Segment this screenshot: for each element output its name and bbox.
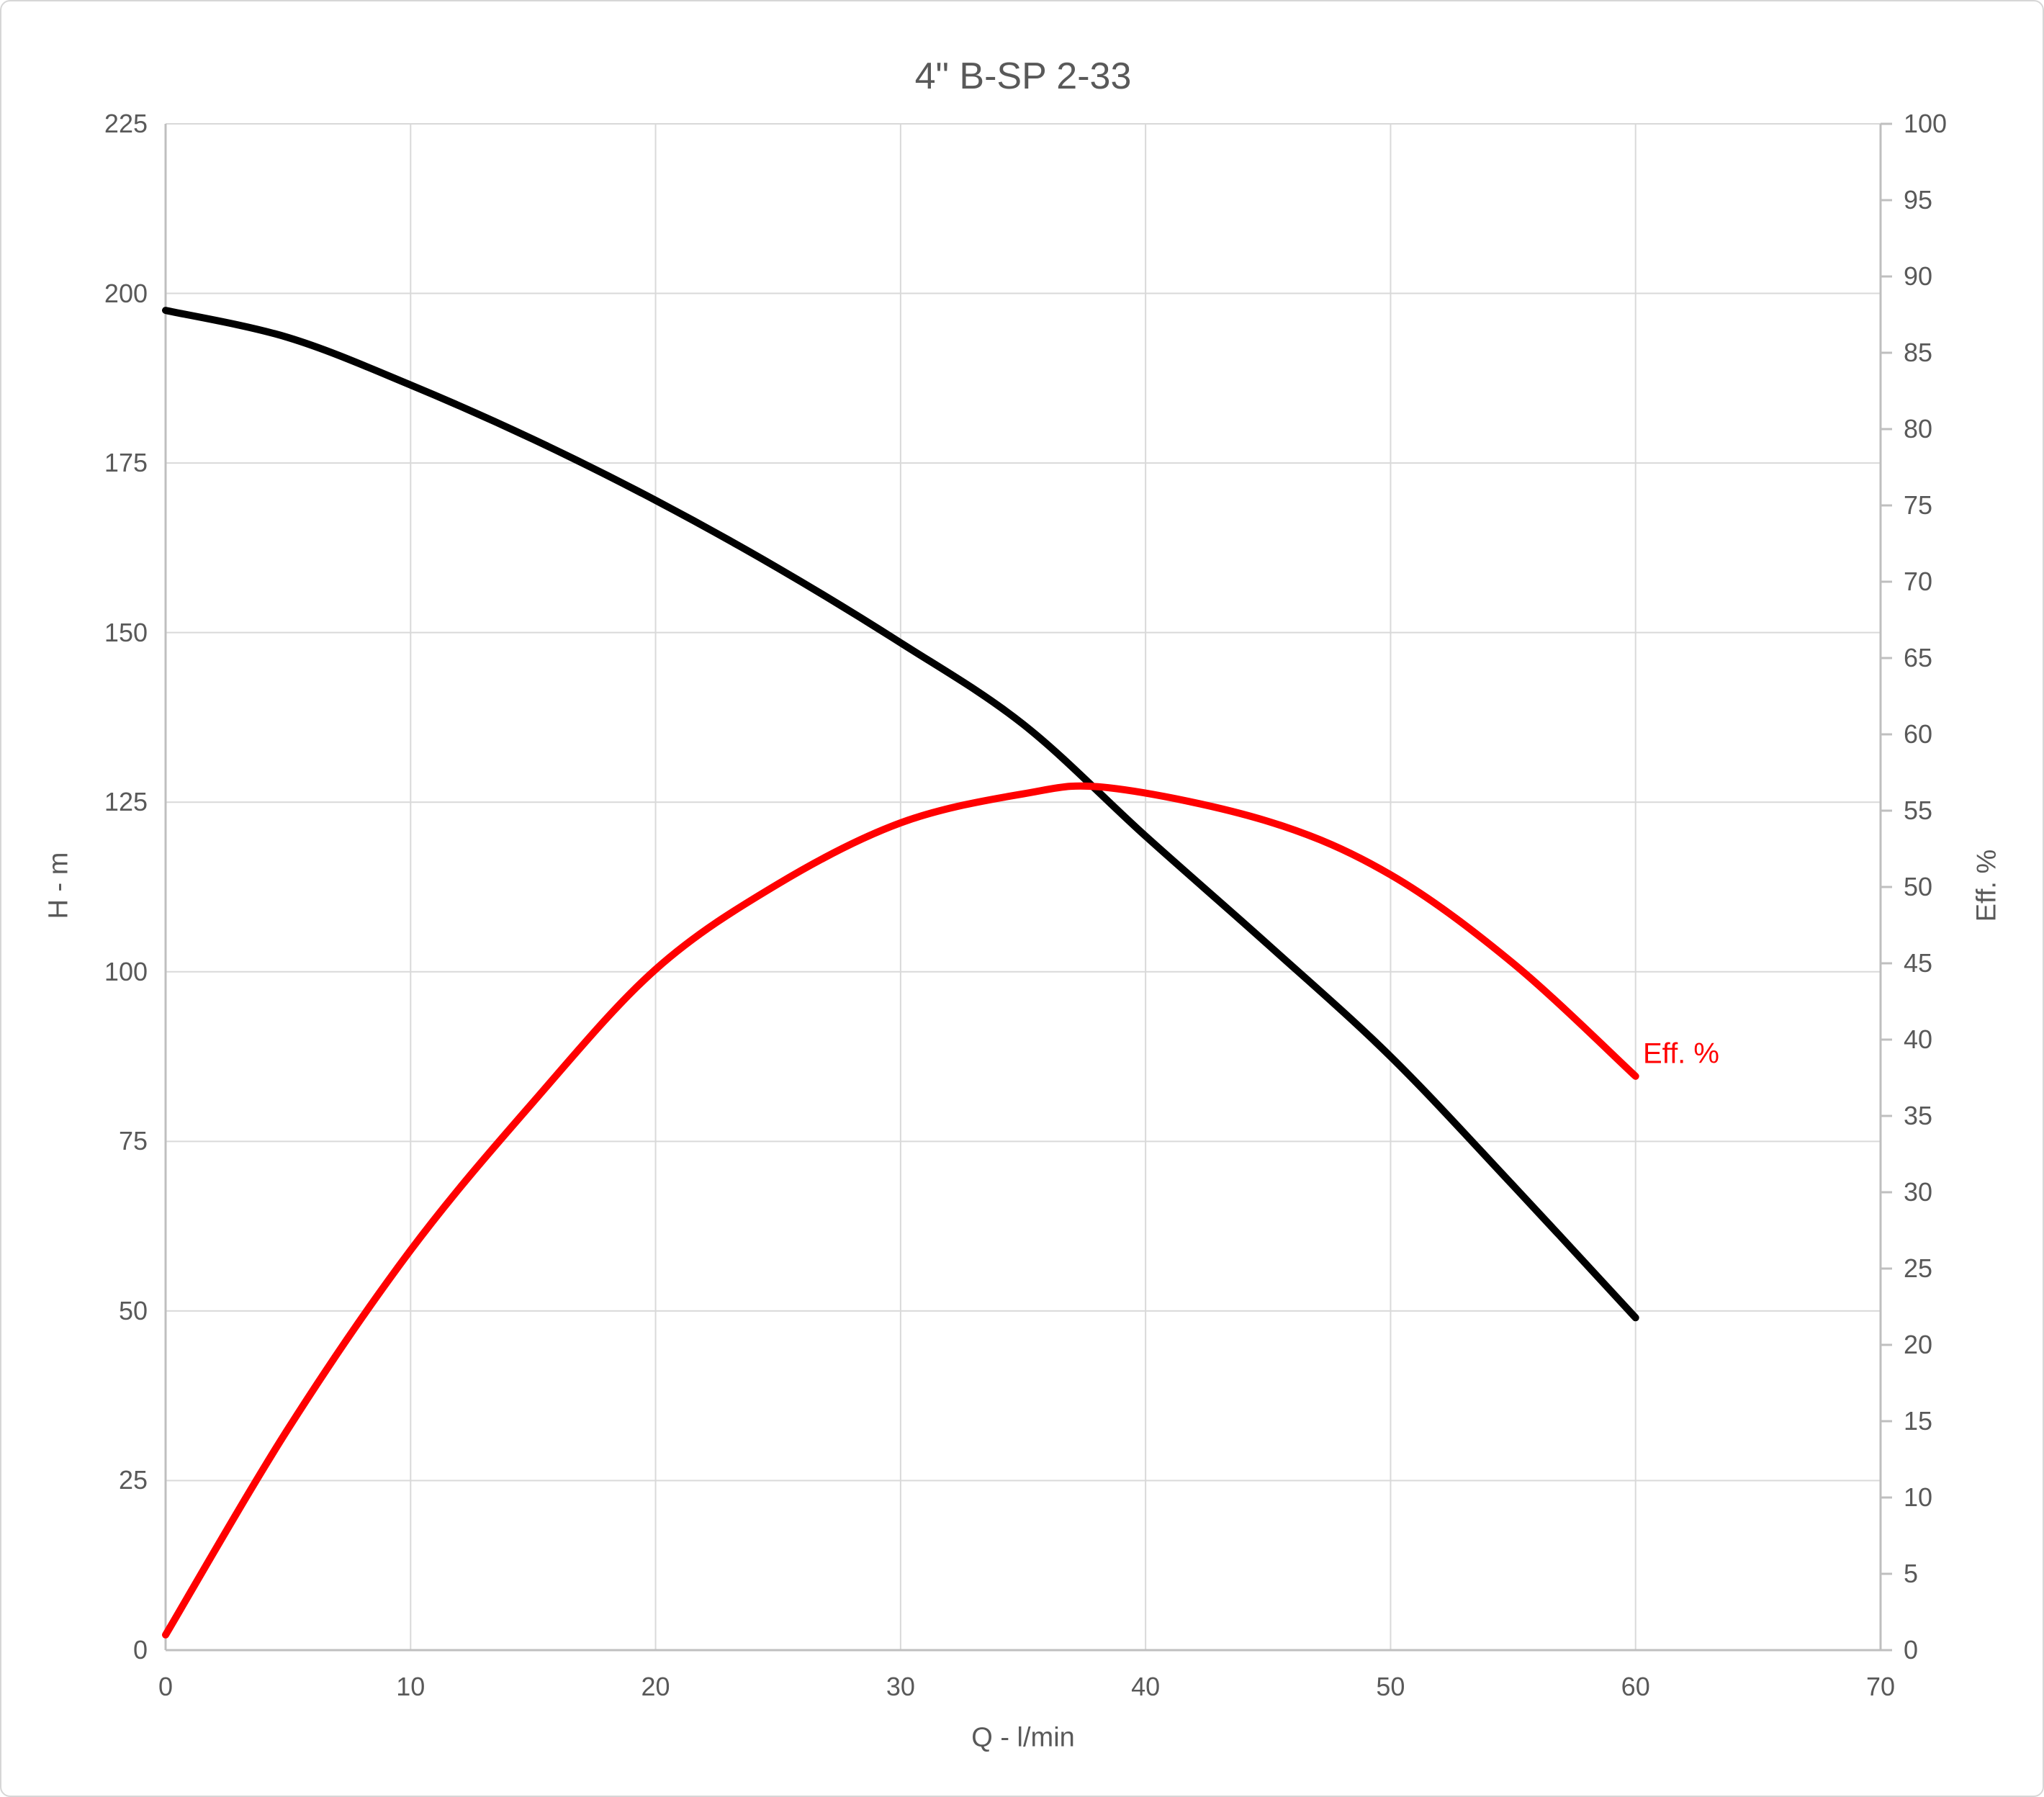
x-tick-label: 60 — [1621, 1672, 1650, 1701]
x-tick-label: 40 — [1131, 1672, 1161, 1701]
efficiency-series-label: Eff. % — [1643, 1037, 1719, 1070]
y-right-tick-label: 50 — [1904, 872, 1933, 901]
y-right-tick-label: 15 — [1904, 1406, 1933, 1436]
y-right-tick-label: 20 — [1904, 1330, 1933, 1359]
y-left-tick-label: 175 — [104, 448, 148, 478]
y-right-tick-label: 85 — [1904, 338, 1933, 367]
y-right-tick-label: 5 — [1904, 1559, 1919, 1588]
efficiency-curve — [162, 782, 1639, 1639]
y-left-tick-label: 25 — [118, 1465, 148, 1495]
y-right-tick-label: 95 — [1904, 185, 1933, 215]
x-tick-label: 30 — [886, 1672, 915, 1701]
y-right-tick-label: 10 — [1904, 1482, 1933, 1512]
y-left-tick-label: 75 — [118, 1126, 148, 1156]
y-right-tick-label: 30 — [1904, 1177, 1933, 1207]
y-right-tick-label: 40 — [1904, 1024, 1933, 1054]
y-left-tick-label: 100 — [104, 956, 148, 986]
y-right-tick-label: 60 — [1904, 719, 1933, 749]
x-tick-label: 70 — [1865, 1672, 1896, 1701]
y-left-tick-label: 200 — [104, 278, 148, 308]
y-right-tick-label: 100 — [1904, 109, 1948, 138]
y-right-tick-label: 45 — [1904, 948, 1933, 978]
y-right-tick-label: 0 — [1904, 1635, 1919, 1665]
y-left-tick-label: 125 — [104, 787, 148, 817]
y-right-tick-label: 80 — [1904, 414, 1933, 443]
head-curve — [162, 307, 1639, 1322]
y-right-tick-label: 90 — [1904, 261, 1933, 291]
y-right-tick-label: 25 — [1904, 1253, 1933, 1283]
y-left-tick-label: 225 — [104, 109, 148, 138]
x-axis-title: Q - l/min — [971, 1722, 1075, 1753]
y-left-axis-title: H - m — [43, 852, 74, 919]
y-right-tick-label: 70 — [1904, 567, 1933, 596]
y-left-tick-label: 150 — [104, 617, 148, 647]
x-tick-label: 20 — [641, 1672, 670, 1701]
y-right-tick-label: 65 — [1904, 643, 1933, 672]
y-left-tick-label: 0 — [132, 1635, 148, 1665]
y-right-tick-label: 55 — [1904, 796, 1933, 825]
y-right-axis-title: Eff. % — [1971, 849, 2002, 922]
y-right-tick-label: 75 — [1904, 490, 1933, 520]
x-tick-label: 10 — [396, 1672, 426, 1701]
chart-title: 4" B-SP 2-33 — [914, 55, 1132, 97]
y-left-tick-label: 50 — [118, 1295, 148, 1325]
x-tick-label: 0 — [158, 1672, 174, 1701]
y-right-tick-label: 35 — [1904, 1101, 1933, 1130]
x-tick-label: 50 — [1376, 1672, 1405, 1701]
